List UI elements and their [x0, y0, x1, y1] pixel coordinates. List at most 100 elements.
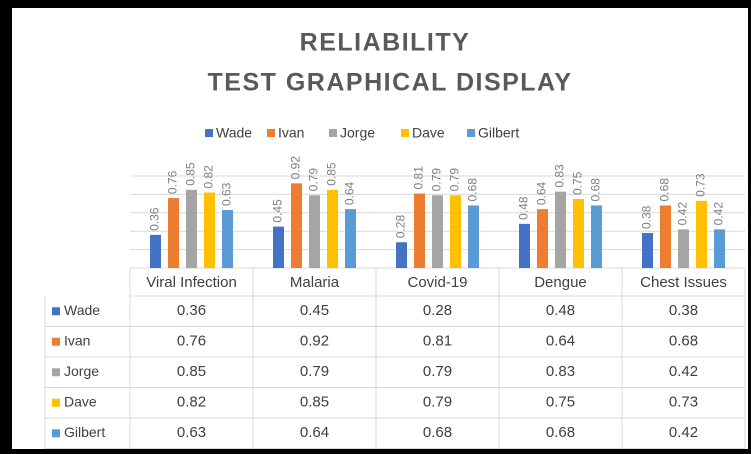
- table-cell: 0.64: [546, 333, 575, 350]
- bar: [327, 189, 338, 268]
- table-cell: 0.92: [300, 333, 329, 350]
- legend-label: Dave: [412, 125, 445, 141]
- chart-area: [12, 8, 748, 449]
- table-cell: 0.68: [546, 424, 575, 441]
- table-cell: 0.42: [669, 424, 698, 441]
- table-cell: 0.68: [669, 333, 698, 350]
- chart-title: TEST GRAPHICAL DISPLAY: [208, 69, 573, 97]
- table-cell: 0.42: [669, 363, 698, 380]
- data-label: 0.63: [220, 182, 234, 206]
- bar: [414, 193, 425, 268]
- chart-title: RELIABILITY: [300, 29, 471, 57]
- bar: [273, 226, 284, 268]
- data-label: 0.64: [343, 181, 357, 205]
- legend-key: [52, 337, 60, 346]
- legend-key: [267, 129, 275, 137]
- legend-key: [329, 129, 337, 137]
- table-cell: 0.68: [423, 424, 452, 441]
- row-header: Gilbert: [64, 424, 105, 440]
- bar: [642, 233, 653, 268]
- data-label: 0.75: [571, 171, 585, 195]
- data-label: 0.81: [412, 166, 426, 190]
- bar: [168, 198, 179, 268]
- row-header: Jorge: [64, 363, 99, 379]
- bar: [291, 183, 302, 268]
- table-cell: 0.36: [177, 302, 206, 319]
- table-cell: 0.64: [300, 424, 329, 441]
- bar: [309, 195, 320, 268]
- data-label: 0.85: [325, 162, 339, 186]
- data-label: 0.48: [517, 196, 531, 220]
- bar: [660, 205, 671, 268]
- table-cell: 0.85: [300, 394, 329, 411]
- bar: [150, 234, 161, 268]
- x-tick-label: Malaria: [290, 274, 340, 291]
- data-label: 0.64: [535, 181, 549, 205]
- data-label: 0.36: [148, 207, 162, 231]
- bar: [573, 199, 584, 268]
- table-cell: 0.45: [300, 302, 329, 319]
- table-cell: 0.75: [546, 394, 575, 411]
- legend-key: [52, 398, 60, 407]
- legend-key: [52, 307, 60, 316]
- legend-label: Gilbert: [478, 125, 519, 141]
- data-label: 0.42: [712, 202, 726, 226]
- bar: [714, 229, 725, 268]
- legend-key: [205, 129, 213, 137]
- legend-key: [401, 129, 409, 137]
- row-header: Dave: [64, 393, 97, 409]
- data-label: 0.28: [394, 215, 408, 239]
- legend-key: [467, 129, 475, 137]
- x-tick-label: Viral Infection: [146, 274, 237, 291]
- bar: [696, 200, 707, 268]
- data-label: 0.82: [202, 165, 216, 189]
- table-cell: 0.79: [300, 363, 329, 380]
- data-label: 0.79: [307, 168, 321, 192]
- bar: [204, 192, 215, 268]
- table-cell: 0.73: [669, 394, 698, 411]
- bar: [591, 205, 602, 268]
- bar: [468, 205, 479, 268]
- data-label: 0.76: [166, 170, 180, 194]
- bar: [186, 189, 197, 268]
- table-cell: 0.38: [669, 302, 698, 319]
- data-label: 0.73: [694, 173, 708, 197]
- legend-key: [52, 368, 60, 377]
- data-label: 0.79: [430, 168, 444, 192]
- data-label: 0.68: [589, 178, 603, 202]
- data-label: 0.83: [553, 164, 567, 188]
- bar: [222, 210, 233, 268]
- row-header: Wade: [64, 302, 100, 318]
- table-cell: 0.83: [546, 363, 575, 380]
- data-label: 0.45: [271, 199, 285, 223]
- row-header: Ivan: [64, 332, 90, 348]
- data-label: 0.68: [658, 178, 672, 202]
- legend-key: [52, 429, 60, 438]
- x-tick-label: Covid-19: [407, 274, 467, 291]
- bar: [555, 191, 566, 268]
- bar: [432, 195, 443, 268]
- legend-label: Ivan: [278, 125, 304, 141]
- x-tick-label: Chest Issues: [640, 274, 727, 291]
- bar: [345, 209, 356, 268]
- table-cell: 0.79: [423, 363, 452, 380]
- table-cell: 0.76: [177, 333, 206, 350]
- bar: [519, 223, 530, 268]
- table-cell: 0.81: [423, 333, 452, 350]
- bar: [450, 195, 461, 268]
- table-cell: 0.79: [423, 394, 452, 411]
- data-label: 0.92: [289, 156, 303, 180]
- data-label: 0.42: [676, 202, 690, 226]
- table-cell: 0.63: [177, 424, 206, 441]
- bar: [678, 229, 689, 268]
- table-cell: 0.48: [546, 302, 575, 319]
- legend-label: Jorge: [340, 125, 375, 141]
- table-cell: 0.28: [423, 302, 452, 319]
- legend-label: Wade: [216, 125, 252, 141]
- data-label: 0.68: [466, 178, 480, 202]
- data-label: 0.85: [184, 162, 198, 186]
- bar: [396, 242, 407, 268]
- bar: [537, 209, 548, 268]
- table-cell: 0.85: [177, 363, 206, 380]
